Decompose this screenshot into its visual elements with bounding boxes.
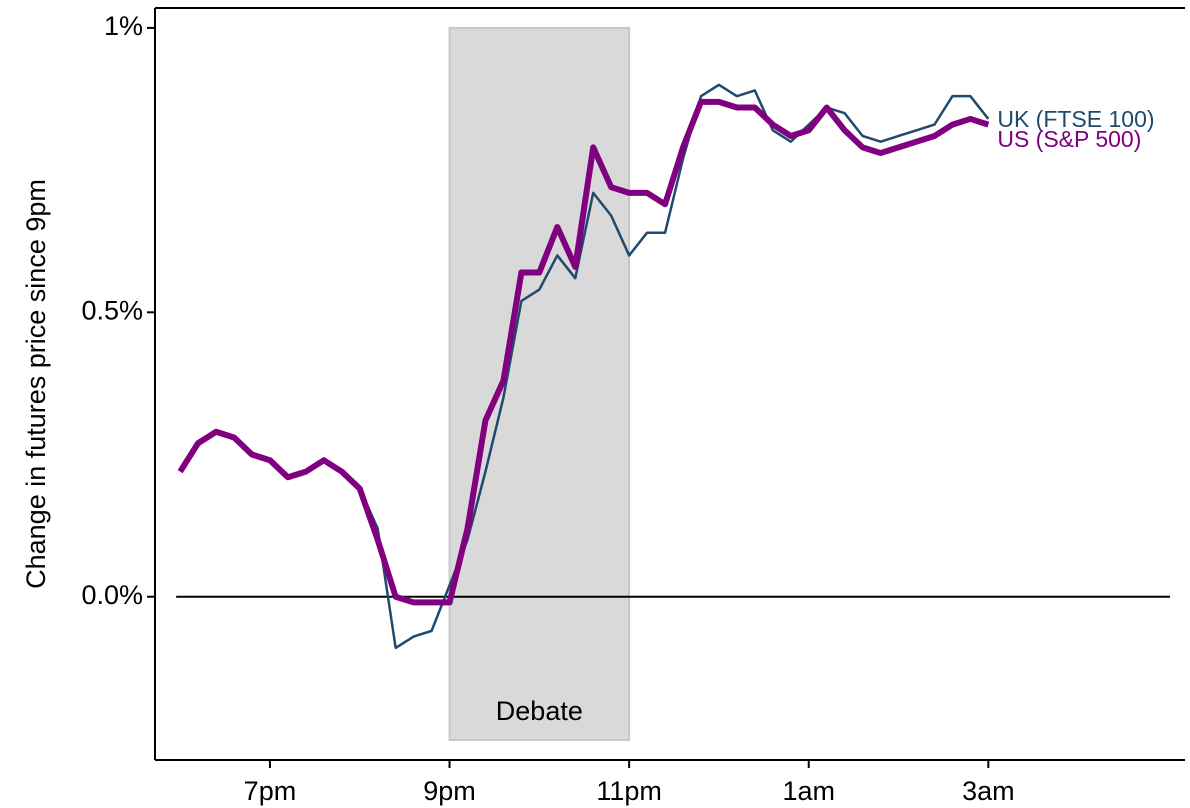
series-label: UK (FTSE 100): [997, 106, 1154, 132]
series-line: [177, 98, 990, 606]
x-tick-label: 11pm: [596, 776, 662, 806]
y-tick-label: 0.0%: [81, 580, 143, 610]
y-tick-label: 0.5%: [81, 295, 143, 325]
x-tick-label: 7pm: [244, 776, 297, 806]
x-tick-label: 3am: [962, 776, 1015, 806]
series-label: US (S&P 500): [997, 126, 1141, 152]
debate-label: Debate: [496, 696, 583, 726]
y-tick-label: 1%: [104, 11, 143, 41]
debate-shade: [448, 26, 631, 741]
y-axis-label: Change in futures price since 9pm: [21, 179, 51, 589]
x-tick-label: 9pm: [423, 776, 476, 806]
x-tick-label: 1am: [782, 776, 835, 806]
